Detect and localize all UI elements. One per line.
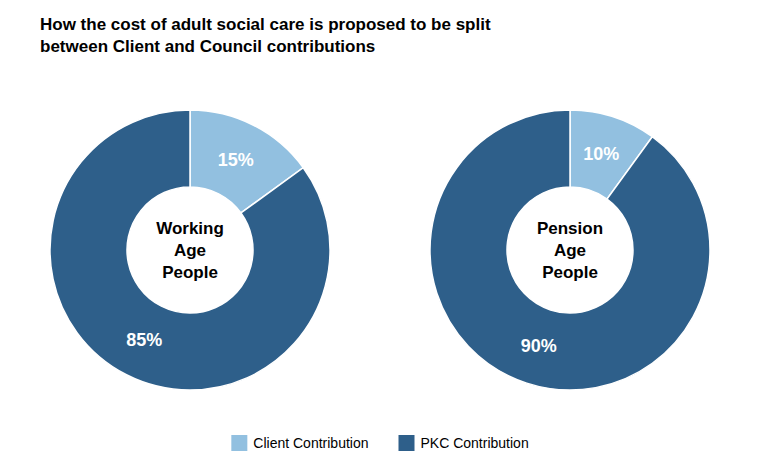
text-line: Age bbox=[554, 241, 586, 260]
chart-root: How the cost of adult social care is pro… bbox=[0, 0, 760, 471]
text-line: How the cost of adult social care is pro… bbox=[40, 15, 491, 34]
donut-slice bbox=[50, 110, 330, 390]
data-labels: 10% 90% bbox=[521, 144, 619, 356]
data-label: 85% bbox=[126, 330, 162, 350]
center-label: Working Age People bbox=[156, 218, 224, 281]
text-line: Working bbox=[156, 218, 224, 237]
data-label: 90% bbox=[521, 336, 557, 356]
legend-item: Client Contribution bbox=[231, 435, 368, 451]
text-line: Pension bbox=[537, 218, 603, 237]
text-line: People bbox=[162, 263, 218, 282]
center-label: Pension Age People bbox=[537, 218, 603, 281]
text-line: Age bbox=[174, 241, 206, 260]
text-line: between Client and Council contributions bbox=[40, 37, 375, 56]
donut-slice bbox=[430, 110, 710, 390]
legend-swatch bbox=[399, 435, 415, 451]
donut: 10% 90% Pension Age People bbox=[430, 110, 710, 390]
chart-title: How the cost of adult social care is pro… bbox=[40, 15, 491, 56]
legend-item: PKC Contribution bbox=[399, 435, 529, 451]
legend-label: Client Contribution bbox=[253, 435, 368, 451]
legend-label: PKC Contribution bbox=[421, 435, 529, 451]
legend: Client Contribution PKC Contribution bbox=[231, 435, 528, 451]
donut: 15% 85% Working Age People bbox=[50, 110, 330, 390]
slices bbox=[50, 110, 330, 390]
slices bbox=[430, 110, 710, 390]
data-label: 15% bbox=[218, 150, 254, 170]
data-label: 10% bbox=[583, 144, 619, 164]
legend-swatch bbox=[231, 435, 247, 451]
text-line: People bbox=[542, 263, 598, 282]
data-labels: 15% 85% bbox=[126, 150, 254, 350]
